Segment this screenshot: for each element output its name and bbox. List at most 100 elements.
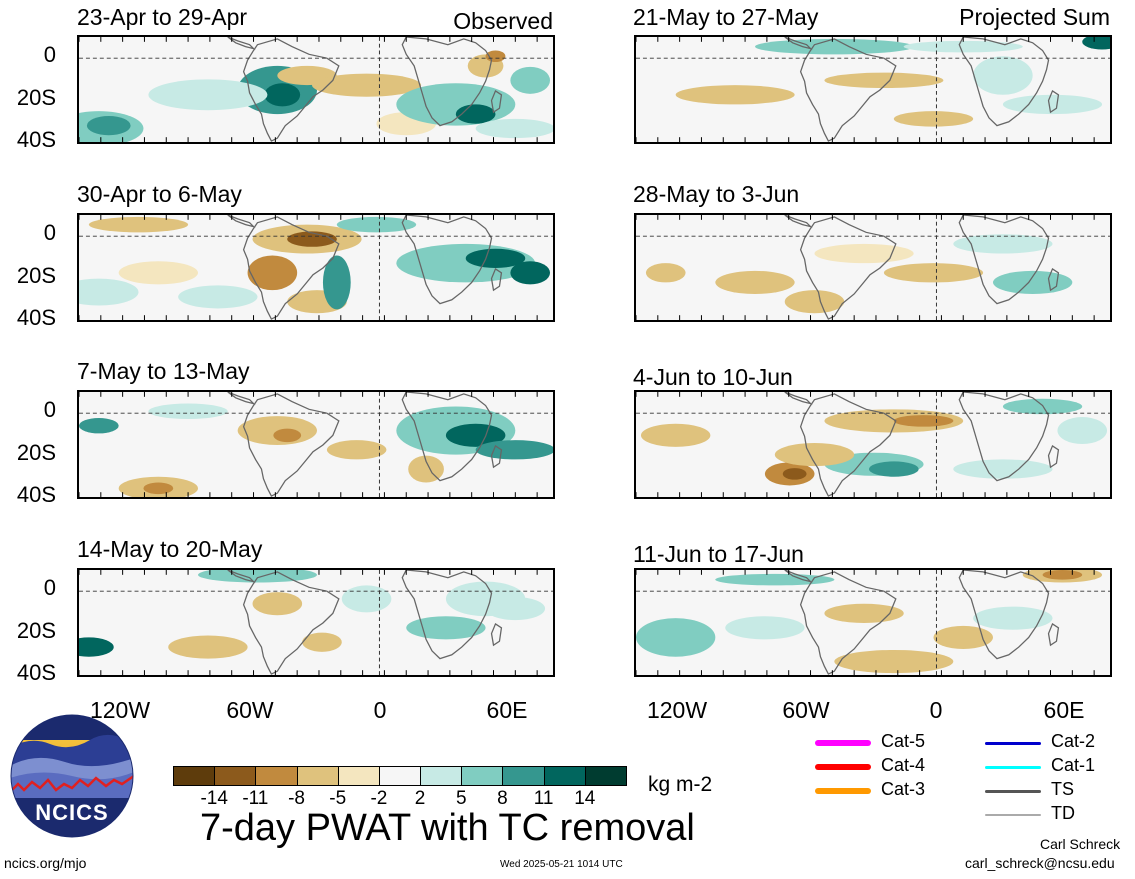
pwat-anomaly-blob	[645, 263, 686, 283]
pwat-anomaly-blob	[1002, 94, 1103, 115]
pwat-anomaly-blob	[475, 440, 553, 460]
coastline	[242, 571, 340, 675]
panel-title: 23-Apr to 29-Apr	[77, 4, 248, 30]
lon-label-0-right: 0	[929, 697, 943, 723]
legend-swatch	[985, 789, 1041, 793]
colorbar-cell	[173, 766, 216, 786]
coastline	[1047, 444, 1060, 469]
panel-title: 14-May to 20-May	[77, 536, 263, 562]
footer-website: ncics.org/mjo	[4, 855, 87, 871]
coastline	[401, 570, 493, 660]
coastline	[784, 215, 813, 228]
pwat-anomaly-blob	[465, 248, 526, 268]
pwat-map-right-4	[634, 568, 1112, 677]
colorbar-cell	[584, 766, 627, 786]
colorbar-cell	[420, 766, 463, 786]
pwat-anomaly-blob	[933, 625, 993, 649]
colorbar-tick-label: 2	[414, 788, 426, 809]
legend-swatch	[815, 788, 871, 794]
pwat-anomaly-blob	[322, 255, 351, 310]
lon-label-120w-left: 120W	[89, 697, 151, 723]
pwat-anomaly-blob	[675, 85, 795, 105]
panel-title: 11-Jun to 17-Jun	[633, 541, 804, 567]
coastline	[227, 215, 256, 228]
lat-label: 40S	[16, 660, 56, 685]
pwat-anomaly-blob	[88, 216, 189, 233]
main-title: 7-day PWAT with TC removal	[200, 807, 695, 849]
pwat-anomaly-blob	[1042, 570, 1083, 580]
colorbar-cell	[461, 766, 504, 786]
coastline	[490, 267, 503, 292]
coastline	[799, 38, 897, 142]
footer-timestamp: Wed 2025-05-21 1014 UTC	[500, 859, 623, 870]
pwat-anomaly-blob	[312, 73, 422, 97]
lat-label: 40S	[16, 127, 56, 152]
pwat-map-right-2	[634, 213, 1112, 322]
lat-label: 20S	[16, 440, 56, 465]
legend-swatch	[815, 764, 871, 770]
lon-label-0-left: 0	[373, 697, 387, 723]
pwat-anomaly-blob	[824, 603, 904, 623]
legend-label: Cat-4	[881, 755, 926, 775]
colorbar-tick-label: -14	[200, 788, 228, 809]
coastline	[784, 570, 813, 583]
coastline	[242, 216, 340, 320]
lat-label: 0	[43, 220, 56, 245]
pwat-anomaly-blob	[953, 459, 1053, 479]
coastline	[799, 216, 897, 320]
coastline	[1047, 622, 1060, 647]
pwat-anomaly-blob	[510, 66, 551, 94]
pwat-anomaly-blob	[148, 403, 228, 419]
pwat-anomaly-blob	[893, 111, 974, 127]
colorbar-units: kg m-2	[648, 773, 713, 796]
pwat-anomaly-blob	[178, 285, 258, 309]
footer-email: carl_schreck@ncsu.edu	[965, 855, 1115, 871]
pwat-anomaly-blob	[79, 418, 119, 434]
legend-label: TS	[1051, 779, 1075, 799]
coastline	[490, 444, 503, 469]
pwat-anomaly-blob	[754, 38, 914, 55]
lon-label-60w-right: 60W	[782, 697, 830, 723]
pwat-anomaly-blob	[1057, 417, 1108, 445]
lat-label: 0	[43, 397, 56, 422]
pwat-anomaly-blob	[774, 443, 855, 467]
pwat-anomaly-blob	[992, 270, 1073, 294]
legend-swatch	[985, 765, 1041, 769]
pwat-anomaly-blob	[406, 616, 486, 640]
pwat-anomaly-blob	[903, 40, 1023, 53]
pwat-anomaly-blob	[341, 585, 392, 613]
pwat-anomaly-blob	[782, 468, 807, 480]
pwat-anomaly-blob	[326, 440, 387, 460]
lat-label: 20S	[16, 85, 56, 110]
pwat-map-left-4	[77, 568, 555, 677]
pwat-anomaly-blob	[510, 261, 551, 285]
pwat-anomaly-blob	[252, 592, 303, 616]
colorbar-tick-label: 8	[497, 788, 508, 809]
colorbar-cell	[255, 766, 298, 786]
pwat-anomaly-blob	[148, 79, 268, 111]
legend-label: Cat-3	[881, 779, 926, 799]
coastline	[958, 215, 1050, 305]
pwat-map-right-1	[634, 35, 1112, 144]
panel-title: 7-May to 13-May	[77, 358, 250, 384]
pwat-anomaly-blob	[287, 231, 337, 247]
pwat-anomaly-blob	[455, 104, 496, 124]
colorbar-cell	[502, 766, 545, 786]
coastline	[958, 570, 1050, 660]
pwat-map-right-3	[634, 390, 1112, 499]
coastline	[242, 393, 340, 497]
coastline	[227, 37, 256, 50]
colorbar	[173, 766, 627, 786]
pwat-anomaly-blob	[1082, 37, 1110, 50]
lon-label-120w-right: 120W	[646, 697, 708, 723]
panel-title: 28-May to 3-Jun	[633, 181, 800, 207]
pwat-anomaly-blob	[953, 234, 1053, 254]
pwat-anomaly-blob	[973, 606, 1053, 630]
coastline	[401, 215, 493, 305]
coastline	[958, 392, 1050, 482]
lat-label: 0	[43, 575, 56, 600]
lat-label: 20S	[16, 263, 56, 288]
ncics-logo-icon	[10, 714, 134, 838]
legend-swatch	[985, 814, 1041, 816]
pwat-anomaly-blob	[725, 616, 805, 640]
